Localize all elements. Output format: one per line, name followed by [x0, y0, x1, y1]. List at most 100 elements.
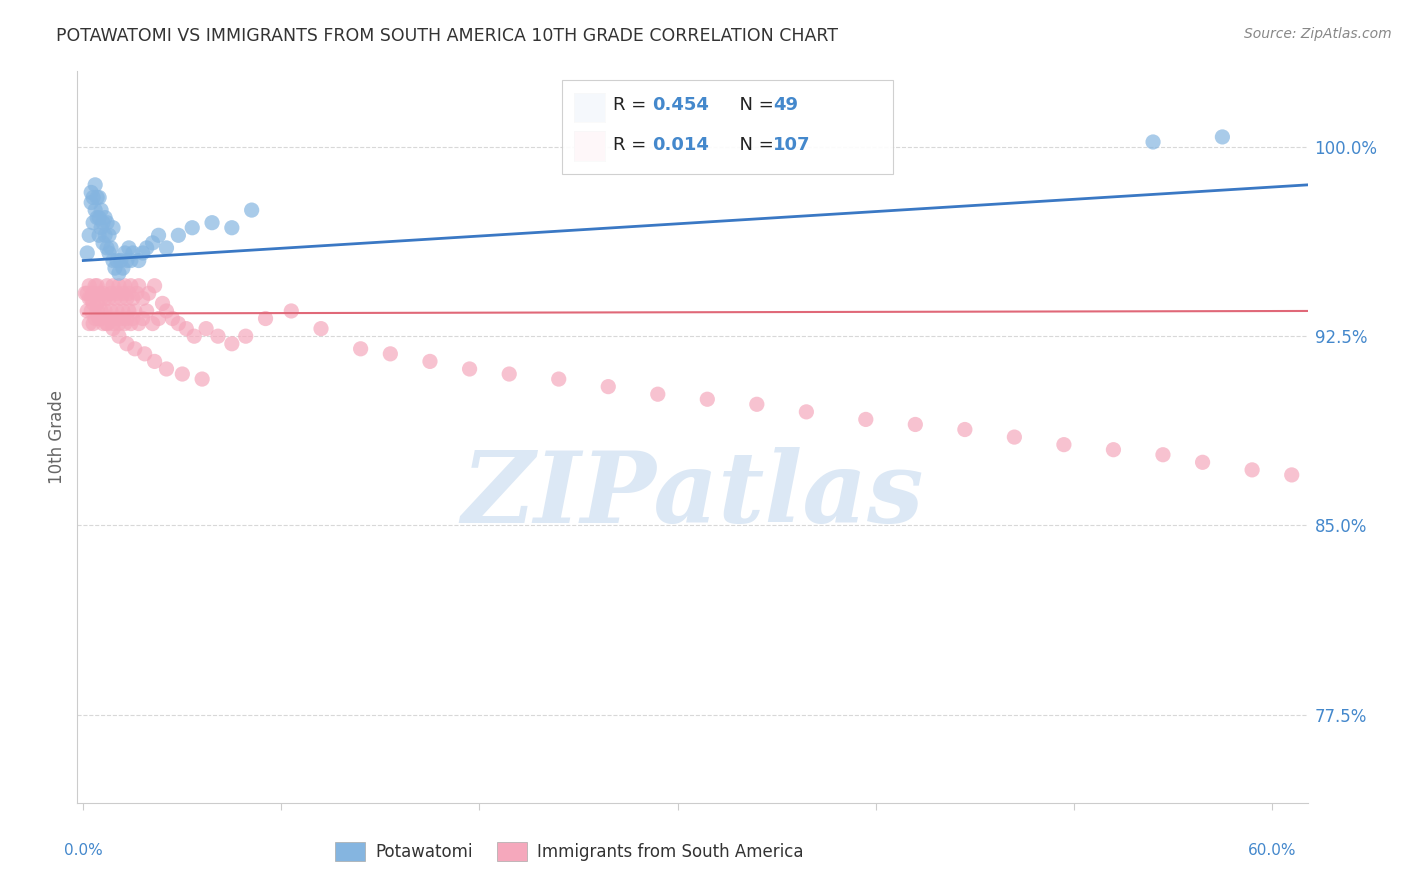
- Point: [1002, 430, 1025, 444]
- Point: [84, 203, 107, 218]
- Point: [118, 286, 141, 301]
- Point: [174, 321, 197, 335]
- Point: [86, 278, 108, 293]
- Point: [87, 286, 110, 301]
- Point: [114, 246, 136, 260]
- Point: [547, 372, 569, 386]
- Point: [155, 241, 177, 255]
- Text: R =: R =: [613, 136, 652, 153]
- Point: [167, 228, 190, 243]
- Point: [98, 246, 121, 260]
- Point: [108, 266, 131, 280]
- Point: [101, 253, 124, 268]
- Point: [201, 216, 224, 230]
- Point: [115, 253, 138, 268]
- Point: [115, 311, 138, 326]
- Point: [77, 291, 100, 305]
- Point: [110, 311, 132, 326]
- Point: [100, 241, 122, 255]
- Point: [75, 286, 97, 301]
- Point: [143, 278, 166, 293]
- Text: Source: ZipAtlas.com: Source: ZipAtlas.com: [1244, 27, 1392, 41]
- Text: R =: R =: [613, 96, 652, 114]
- Point: [498, 367, 520, 381]
- Point: [125, 286, 148, 301]
- Point: [105, 286, 128, 301]
- Point: [172, 367, 194, 381]
- Point: [115, 336, 138, 351]
- Point: [91, 235, 114, 250]
- Point: [1053, 437, 1076, 451]
- Point: [100, 286, 122, 301]
- Text: 49: 49: [773, 96, 799, 114]
- Point: [110, 291, 132, 305]
- Point: [1102, 442, 1125, 457]
- Point: [94, 291, 117, 305]
- Point: [155, 304, 177, 318]
- Point: [90, 311, 112, 326]
- Point: [98, 228, 121, 243]
- Text: 0.454: 0.454: [652, 96, 709, 114]
- Point: [120, 253, 142, 268]
- Point: [90, 203, 112, 218]
- Point: [128, 278, 150, 293]
- Point: [152, 296, 174, 310]
- Text: 0.0%: 0.0%: [63, 843, 103, 858]
- Point: [647, 387, 669, 401]
- Point: [96, 317, 118, 331]
- Text: ZIPatlas: ZIPatlas: [461, 448, 924, 544]
- Point: [131, 291, 153, 305]
- Point: [124, 342, 146, 356]
- Point: [1211, 130, 1233, 145]
- Point: [82, 317, 104, 331]
- Point: [235, 329, 257, 343]
- Point: [96, 216, 118, 230]
- Point: [94, 228, 117, 243]
- Point: [135, 304, 157, 318]
- Point: [349, 342, 371, 356]
- Point: [309, 321, 332, 335]
- Point: [94, 304, 117, 318]
- Point: [280, 304, 302, 318]
- Point: [121, 291, 143, 305]
- Point: [904, 417, 927, 432]
- Point: [76, 286, 98, 301]
- Point: [77, 317, 100, 331]
- Point: [82, 296, 104, 310]
- Point: [110, 253, 132, 268]
- Point: [76, 304, 98, 318]
- Point: [76, 246, 98, 260]
- Point: [191, 372, 214, 386]
- Text: 0.014: 0.014: [652, 136, 709, 153]
- Point: [104, 311, 127, 326]
- Point: [419, 354, 441, 368]
- Point: [148, 228, 170, 243]
- Point: [101, 317, 124, 331]
- Point: [82, 216, 104, 230]
- Point: [86, 304, 108, 318]
- Point: [240, 203, 263, 218]
- Point: [101, 321, 124, 335]
- Text: 60.0%: 60.0%: [1247, 843, 1296, 858]
- Point: [87, 311, 110, 326]
- Point: [87, 190, 110, 204]
- Point: [108, 278, 131, 293]
- Point: [111, 261, 134, 276]
- Point: [1191, 455, 1213, 469]
- Point: [82, 190, 104, 204]
- Point: [90, 304, 112, 318]
- Point: [87, 228, 110, 243]
- Point: [135, 241, 157, 255]
- Point: [131, 246, 153, 260]
- Point: [162, 311, 184, 326]
- Point: [86, 211, 108, 225]
- Point: [121, 246, 143, 260]
- Point: [96, 241, 118, 255]
- Point: [745, 397, 768, 411]
- Point: [183, 329, 205, 343]
- Point: [98, 311, 121, 326]
- Point: [82, 286, 104, 301]
- Point: [120, 317, 142, 331]
- Point: [104, 291, 127, 305]
- Point: [80, 291, 103, 305]
